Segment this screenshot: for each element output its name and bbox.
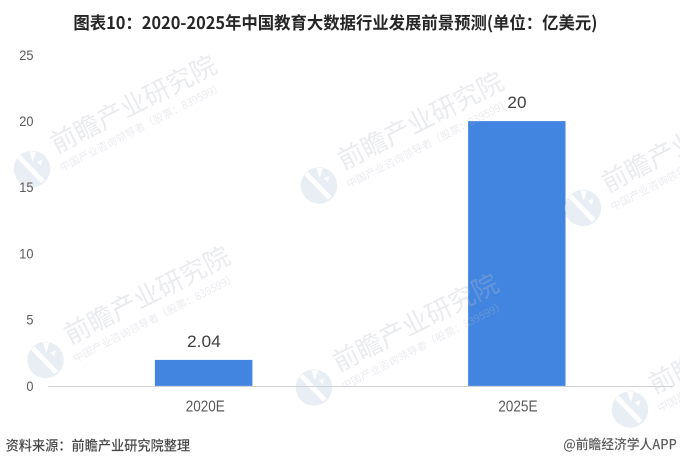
svg-text:0: 0 [26, 379, 33, 394]
svg-text:10: 10 [19, 246, 33, 261]
svg-text:20: 20 [507, 93, 526, 112]
svg-text:25: 25 [19, 48, 33, 63]
svg-text:2.04: 2.04 [187, 332, 221, 351]
svg-text:2020E: 2020E [186, 398, 225, 415]
svg-text:15: 15 [19, 180, 33, 195]
svg-text:20: 20 [19, 114, 33, 129]
svg-text:5: 5 [26, 313, 33, 328]
svg-text:2025E: 2025E [498, 398, 537, 415]
